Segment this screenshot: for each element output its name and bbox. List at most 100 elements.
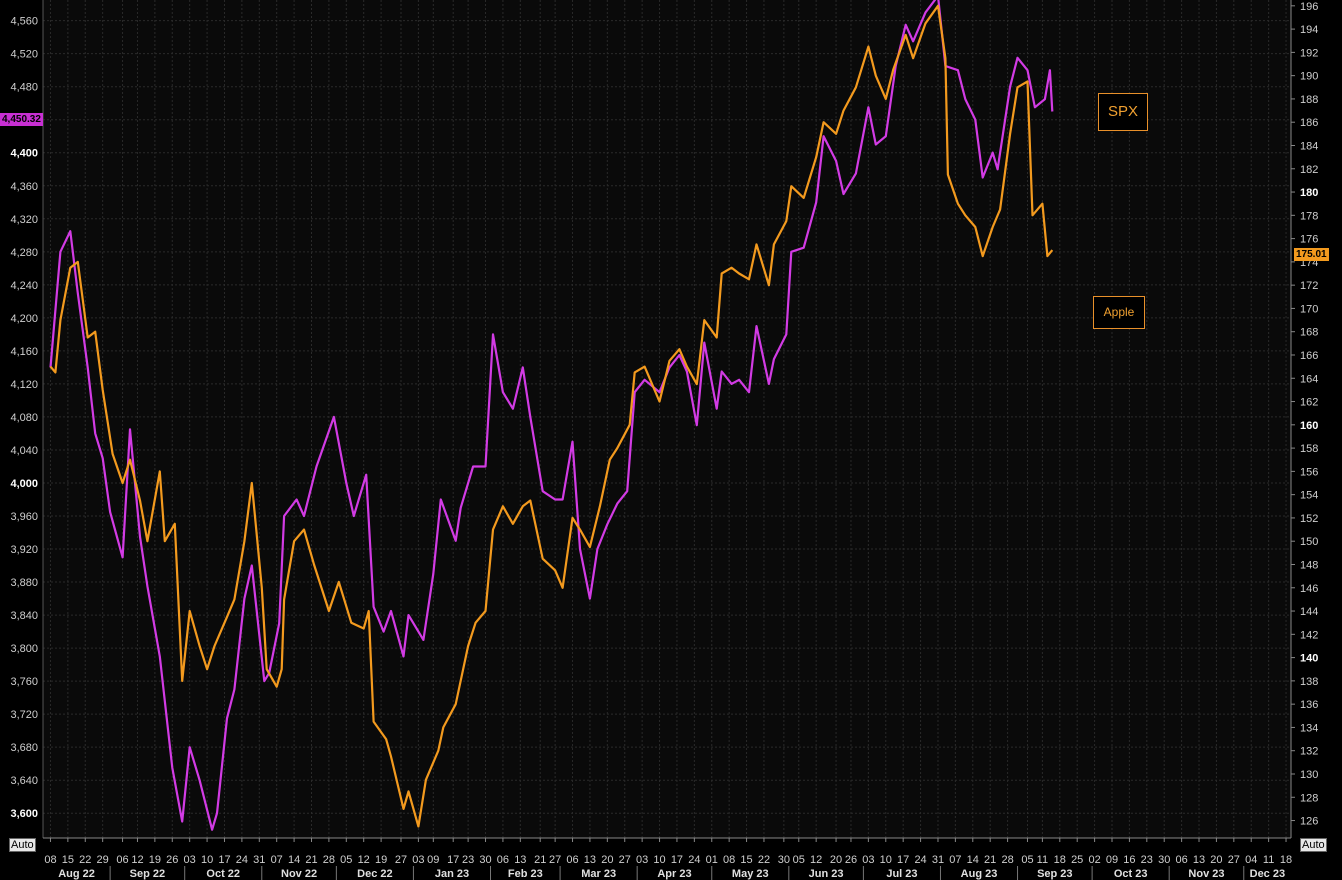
right-tick-label: 160 (1300, 420, 1318, 432)
x-day-label: 17 (897, 854, 909, 866)
left-tick-label: 3,640 (10, 775, 38, 787)
right-tick-label: 158 (1300, 443, 1318, 455)
x-day-label: 22 (79, 854, 91, 866)
x-day-label: 06 (1175, 854, 1187, 866)
x-month-label: Sep 23 (1037, 868, 1072, 880)
x-day-label: 01 (706, 854, 718, 866)
x-day-label: 10 (880, 854, 892, 866)
left-tick-label: 4,560 (10, 16, 38, 28)
left-tick-label: 4,000 (10, 478, 38, 490)
right-tick-label: 146 (1300, 583, 1318, 595)
right-tick-label: 142 (1300, 629, 1318, 641)
x-month-label: Aug 22 (58, 868, 95, 880)
x-day-label: 11 (1263, 854, 1274, 866)
right-tick-label: 194 (1300, 24, 1318, 36)
x-day-label: 17 (447, 854, 459, 866)
x-day-label: 12 (131, 854, 143, 866)
x-month-label: Oct 23 (1114, 868, 1148, 880)
plot-area[interactable] (43, 0, 1291, 838)
x-day-label: 28 (1001, 854, 1013, 866)
left-tick-label: 3,920 (10, 544, 38, 556)
x-day-label: 09 (1106, 854, 1118, 866)
x-day-label: 24 (236, 854, 248, 866)
x-day-label: 08 (44, 854, 56, 866)
x-day-label: 24 (914, 854, 926, 866)
x-day-label: 15 (740, 854, 752, 866)
left-tick-label: 4,320 (10, 214, 38, 226)
x-month-label: Jun 23 (809, 868, 844, 880)
right-tick-label: 188 (1300, 94, 1318, 106)
right-tick-label: 196 (1300, 1, 1318, 13)
left-tick-label: 3,680 (10, 742, 38, 754)
x-day-label: 27 (1228, 854, 1240, 866)
x-day-label: 23 (1141, 854, 1153, 866)
x-day-label: 15 (62, 854, 74, 866)
right-tick-label: 166 (1300, 350, 1318, 362)
auto-scale-right-button[interactable]: Auto (1300, 838, 1327, 852)
left-tick-label: 3,800 (10, 643, 38, 655)
x-day-label: 04 (1245, 854, 1257, 866)
x-day-label: 09 (427, 854, 439, 866)
left-tick-label: 3,840 (10, 610, 38, 622)
auto-scale-left-button[interactable]: Auto (9, 838, 36, 852)
right-tick-label: 156 (1300, 466, 1318, 478)
right-tick-label: 128 (1300, 792, 1318, 804)
right-tick-label: 178 (1300, 210, 1318, 222)
x-day-label: 21 (305, 854, 317, 866)
x-day-label: 03 (862, 854, 874, 866)
x-day-label: 02 (1088, 854, 1100, 866)
x-day-label: 31 (253, 854, 265, 866)
left-tick-label: 4,480 (10, 82, 38, 94)
x-day-label: 20 (830, 854, 842, 866)
x-day-label: 03 (412, 854, 424, 866)
x-month-label: May 23 (732, 868, 769, 880)
x-day-label: 12 (358, 854, 370, 866)
left-tick-label: 4,040 (10, 445, 38, 457)
x-day-label: 06 (116, 854, 128, 866)
right-tick-label: 140 (1300, 653, 1318, 665)
x-month-label: Sep 22 (130, 868, 165, 880)
apple-last-value-flag: 175.01 (1294, 248, 1329, 261)
x-month-label: Jan 23 (435, 868, 469, 880)
right-tick-label: 176 (1300, 234, 1318, 246)
x-day-label: 05 (793, 854, 805, 866)
x-month-label: Mar 23 (581, 868, 616, 880)
x-day-label: 08 (723, 854, 735, 866)
x-axis[interactable]: 08 15 22 29 06 12 19 26 03 10 17 24 31 07 14 21 28 05 12 19… (43, 837, 1292, 880)
left-axis[interactable]: 3,600 3,640 3,680 3,720 3,760 3,800 3,840 3,880… (10, 0, 44, 838)
x-day-label: 07 (949, 854, 961, 866)
right-tick-label: 132 (1300, 746, 1318, 758)
left-tick-label: 4,400 (10, 148, 38, 160)
x-day-label: 25 (1071, 854, 1083, 866)
left-tick-label: 4,280 (10, 247, 38, 259)
x-day-label: 26 (166, 854, 178, 866)
right-tick-label: 162 (1300, 397, 1318, 409)
legend-apple[interactable]: Apple (1093, 296, 1145, 329)
right-tick-label: 170 (1300, 303, 1318, 315)
x-day-label: 06 (497, 854, 509, 866)
left-tick-label: 4,160 (10, 346, 38, 358)
x-day-label: 18 (1054, 854, 1066, 866)
right-tick-label: 154 (1300, 490, 1318, 502)
gridlines (43, 0, 1291, 838)
x-day-label: 17 (671, 854, 683, 866)
left-tick-label: 3,960 (10, 511, 38, 523)
right-tick-label: 126 (1300, 816, 1318, 828)
left-tick-label: 4,200 (10, 313, 38, 325)
x-day-label: 24 (688, 854, 700, 866)
x-day-label: 06 (566, 854, 578, 866)
right-tick-label: 186 (1300, 117, 1318, 129)
left-tick-label: 3,880 (10, 577, 38, 589)
right-tick-label: 172 (1300, 280, 1318, 292)
legend-spx[interactable]: SPX (1098, 93, 1148, 131)
x-month-label: Aug 23 (961, 868, 998, 880)
spx-last-value-flag: 4,450.32 (0, 113, 43, 126)
x-day-label: 03 (636, 854, 648, 866)
left-tick-label: 4,240 (10, 280, 38, 292)
left-tick-label: 3,760 (10, 676, 38, 688)
x-day-label: 13 (514, 854, 526, 866)
right-tick-label: 134 (1300, 722, 1318, 734)
x-day-label: 16 (1123, 854, 1135, 866)
x-day-label: 31 (932, 854, 944, 866)
x-day-label: 12 (810, 854, 822, 866)
